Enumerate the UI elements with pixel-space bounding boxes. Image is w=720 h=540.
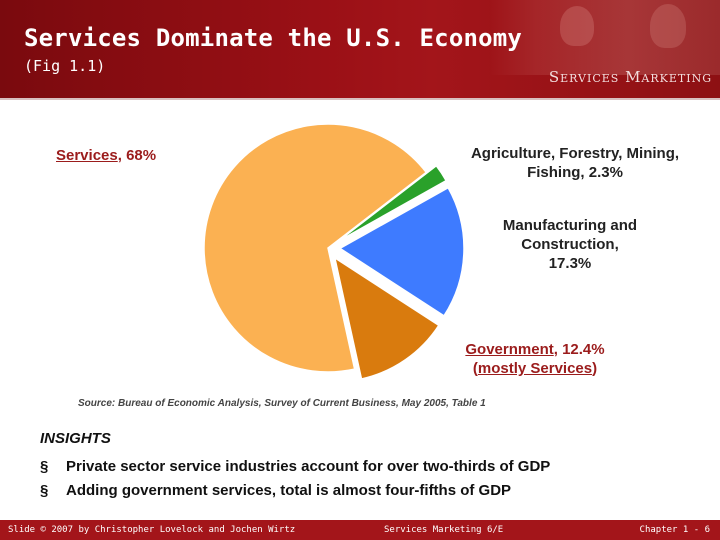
label-government-open: ( [472,360,478,377]
header-divider [0,98,720,100]
insights-heading: INSIGHTS [40,430,111,447]
label-services-name: Services [56,147,118,164]
label-manufacturing-line3: 17.3% [548,255,592,272]
insight-text: Adding government services, total is alm… [66,482,512,499]
label-services-value: , 68% [117,147,157,164]
pie-slice-services [203,123,428,373]
label-manufacturing: Manufacturing and Construction, 17.3% [470,216,670,273]
bullet-icon: § [40,458,49,475]
label-government-note: mostly Services [477,360,593,377]
label-agriculture: Agriculture, Forestry, Mining, Fishing, … [430,144,720,182]
person-silhouette-icon [650,4,686,48]
slide-header: Services Dominate the U.S. Economy (Fig … [0,0,720,98]
pie-chart [203,123,465,380]
insights-list: § Private sector service industries accou… [40,455,700,503]
label-government-name: Government [465,341,554,358]
footer-slide-number: Chapter 1 - 6 [639,525,710,535]
label-government: Government, 12.4% (mostly Services) [430,340,640,378]
footer-copyright: Slide © 2007 by Christopher Lovelock and… [8,525,296,535]
label-government-value: , 12.4% [553,341,605,358]
label-services: Services, 68% [56,146,156,165]
slide-title: Services Dominate the U.S. Economy [24,24,523,52]
label-government-close: ) [592,360,598,377]
list-item: § Adding government services, total is al… [40,479,700,503]
pie-slice-agriculture [337,164,448,243]
slide-subtitle: (Fig 1.1) [24,57,106,75]
header-photo [490,0,720,75]
label-agriculture-line2: Fishing, 2.3% [527,164,623,181]
footer-book-title: Services Marketing 6/E [384,525,504,535]
insight-text: Private sector service industries accoun… [66,458,551,475]
pie-slice-government [333,256,440,380]
label-manufacturing-line1: Manufacturing and [502,217,638,234]
list-item: § Private sector service industries accou… [40,455,700,479]
bullet-icon: § [40,482,49,499]
chart-source: Source: Bureau of Economic Analysis, Sur… [78,398,486,409]
label-manufacturing-line2: Construction, [521,236,619,253]
person-silhouette-icon [560,6,594,46]
slide-footer: Slide © 2007 by Christopher Lovelock and… [0,520,720,540]
label-agriculture-line1: Agriculture, Forestry, Mining, [470,145,680,162]
brand-logo: Services Marketing [548,68,712,86]
pie-slice-manufacturing [338,186,465,317]
